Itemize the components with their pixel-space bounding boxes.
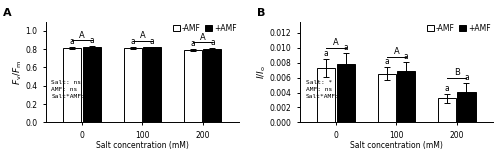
Text: a: a (150, 37, 154, 46)
Legend: -AMF, +AMF: -AMF, +AMF (172, 24, 237, 33)
Text: B: B (257, 8, 266, 18)
Bar (184, 50, 202, 122)
Y-axis label: $F_{\mathrm{v}}/F_{\mathrm{m}}$: $F_{\mathrm{v}}/F_{\mathrm{m}}$ (12, 60, 24, 85)
Text: Salt: ns
AMF: ns
Salt*AMF:ns: Salt: ns AMF: ns Salt*AMF:ns (52, 80, 92, 99)
Text: a: a (210, 38, 215, 47)
Y-axis label: $I/I_{\mathrm{o}}$: $I/I_{\mathrm{o}}$ (256, 65, 268, 79)
Text: a: a (324, 49, 328, 58)
Text: a: a (130, 37, 135, 46)
Text: a: a (404, 52, 408, 61)
Bar (63, 48, 82, 122)
Text: a: a (384, 57, 389, 66)
Text: a: a (344, 43, 348, 52)
Bar (438, 98, 456, 122)
Text: a: a (70, 37, 74, 46)
Text: a: a (190, 39, 196, 48)
Text: A: A (79, 31, 85, 40)
Bar (124, 48, 142, 122)
Legend: -AMF, +AMF: -AMF, +AMF (427, 24, 491, 33)
Text: A: A (394, 47, 400, 56)
Text: A: A (333, 38, 339, 47)
Text: a: a (445, 84, 450, 93)
Bar (204, 49, 222, 122)
Text: A: A (140, 31, 145, 40)
Bar (318, 68, 336, 122)
Text: a: a (464, 73, 469, 82)
Bar (336, 64, 354, 122)
Bar (397, 70, 415, 122)
Text: a: a (89, 36, 94, 45)
Bar (82, 47, 100, 122)
Text: Salt: *
AMF: ns
Salt*AMF:ns: Salt: * AMF: ns Salt*AMF:ns (306, 80, 347, 99)
Bar (378, 73, 396, 122)
Bar (458, 92, 475, 122)
Text: A: A (200, 33, 205, 42)
Text: B: B (454, 68, 460, 77)
Text: A: A (3, 8, 12, 18)
X-axis label: Salt concentration (mM): Salt concentration (mM) (350, 141, 443, 150)
Bar (143, 47, 161, 122)
X-axis label: Salt concentration (mM): Salt concentration (mM) (96, 141, 189, 150)
